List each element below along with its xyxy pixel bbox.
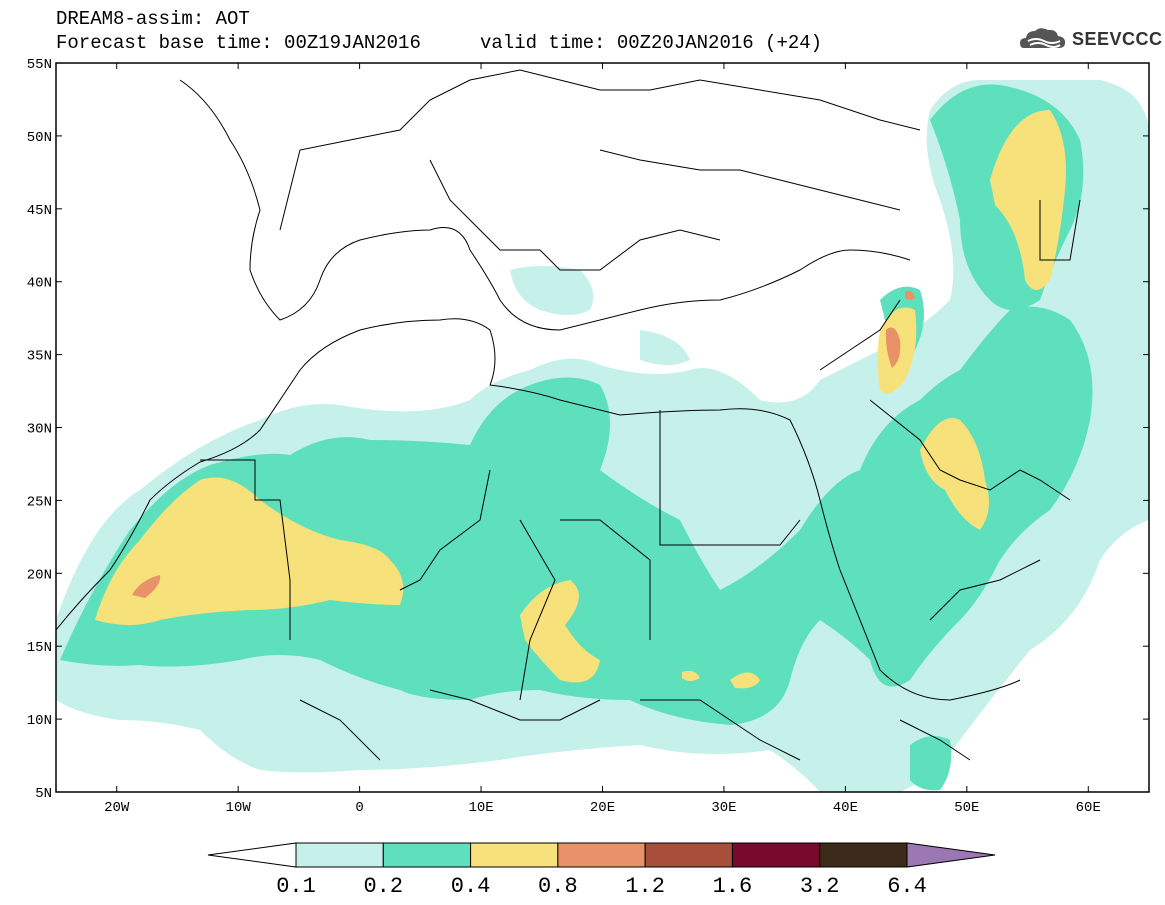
- lon-tick-label: 20E: [590, 800, 615, 816]
- lat-tick-label: 55N: [27, 57, 52, 73]
- colorbar-label: 3.2: [800, 874, 840, 899]
- colorbar-swatch: [207, 842, 297, 868]
- colorbar-label: 1.6: [713, 874, 753, 899]
- lon-tick-label: 50E: [954, 800, 979, 816]
- lat-tick-label: 50N: [27, 130, 52, 146]
- colorbar-swatch: [470, 842, 559, 868]
- lon-tick-label: 10W: [226, 800, 252, 816]
- lon-tick-label: 0: [355, 800, 363, 816]
- colorbar-swatch: [819, 842, 908, 868]
- lat-tick-label: 25N: [27, 494, 52, 510]
- lon-tick-label: 60E: [1076, 800, 1101, 816]
- colorbar-label: 1.2: [625, 874, 665, 899]
- colorbar-swatch: [382, 842, 472, 868]
- aot-colorbar: 0.1 0.2 0.4 0.8 1.2 1.6 3.2 6.4: [207, 842, 996, 899]
- colorbar-label: 0.1: [276, 874, 316, 899]
- colorbar-label: 0.4: [451, 874, 491, 899]
- country-borders: [56, 69, 1081, 761]
- lon-tick-label: 30E: [711, 800, 736, 816]
- lat-tick-label: 30N: [27, 422, 52, 438]
- lon-tick-label: 10E: [468, 800, 493, 816]
- colorbar-swatch: [731, 842, 821, 868]
- colorbar-swatch: [295, 842, 384, 868]
- seevccc-cloud-logo-icon: [1020, 28, 1066, 48]
- aot-level-0.4: [95, 110, 1066, 689]
- lat-tick-label: 15N: [27, 640, 52, 656]
- valid-time: valid time: 00Z20JAN2016 (+24): [480, 32, 823, 54]
- colorbar-swatch: [906, 842, 996, 868]
- logo-text: SEEVCCC: [1072, 29, 1163, 49]
- aot-level-0.8: [132, 290, 915, 598]
- colorbar-label: 0.2: [363, 874, 403, 899]
- latitude-axis: 55N 50N 45N 40N 35N 30N 25N 20N 15N 10N 5N: [27, 57, 1149, 802]
- lat-tick-label: 5N: [35, 786, 52, 802]
- longitude-axis: 20W 10W 0 10E 20E 30E 40E 50E 60E: [104, 63, 1101, 816]
- forecast-base-time: Forecast base time: 00Z19JAN2016: [56, 32, 421, 54]
- lat-tick-label: 45N: [27, 203, 52, 219]
- colorbar-swatch: [644, 842, 733, 868]
- lat-tick-label: 20N: [27, 567, 52, 583]
- map-title: DREAM8-assim: AOT: [56, 8, 250, 30]
- lat-tick-label: 40N: [27, 276, 52, 292]
- lat-tick-label: 35N: [27, 349, 52, 365]
- colorbar-swatch: [557, 842, 646, 868]
- lat-tick-label: 10N: [27, 713, 52, 729]
- lon-tick-label: 20W: [104, 800, 130, 816]
- colorbar-label: 0.8: [538, 874, 578, 899]
- lon-tick-label: 40E: [833, 800, 858, 816]
- aot-field: [56, 63, 1149, 792]
- colorbar-label: 6.4: [887, 874, 927, 899]
